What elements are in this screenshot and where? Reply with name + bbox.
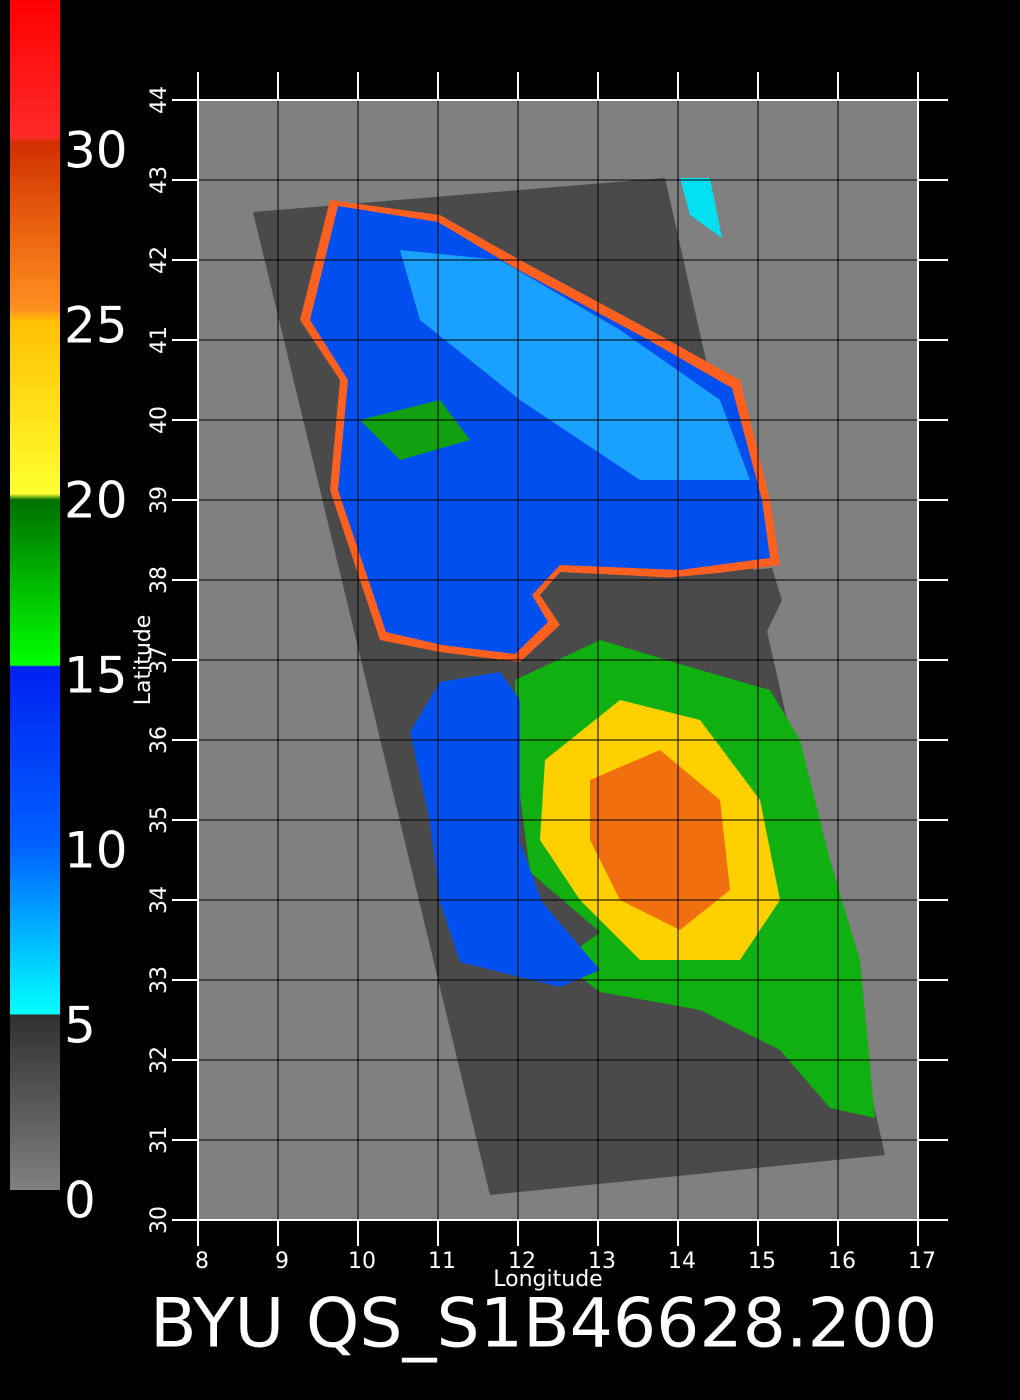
sea-strongest (590, 750, 730, 930)
y-tick-label: 37 (147, 646, 172, 674)
colorbar-label: 20 (64, 472, 128, 530)
y-tick-label: 36 (147, 726, 172, 754)
y-tick-label: 33 (147, 966, 172, 994)
colorbar (10, 0, 60, 1190)
x-tick-label: 9 (275, 1249, 289, 1274)
x-tick-label: 17 (908, 1249, 936, 1274)
y-tick-label: 32 (147, 1046, 172, 1074)
y-tick-label: 41 (147, 326, 172, 354)
x-tick-label: 13 (588, 1249, 616, 1274)
land-sicily (555, 568, 782, 662)
y-tick-label: 30 (147, 1206, 172, 1234)
x-tick-label: 14 (668, 1249, 696, 1274)
x-tick-label: 10 (348, 1249, 376, 1274)
y-axis-label: Latitude (131, 615, 156, 706)
sea-adriatic (680, 178, 722, 238)
x-tick-label: 11 (428, 1249, 456, 1274)
y-tick-label: 35 (147, 806, 172, 834)
y-tick-label: 39 (147, 486, 172, 514)
y-tick-label: 43 (147, 166, 172, 194)
sea-west (410, 672, 600, 987)
y-tick-label: 38 (147, 566, 172, 594)
y-tick-label: 42 (147, 246, 172, 274)
colorbar-label: 25 (64, 297, 128, 355)
x-tick-label: 8 (195, 1249, 209, 1274)
x-tick-label: 12 (508, 1249, 536, 1274)
y-tick-label: 44 (147, 86, 172, 114)
sea-sardinia-lee (360, 400, 470, 460)
y-tick-label: 40 (147, 406, 172, 434)
colorbar-label: 0 (64, 1172, 96, 1230)
footer-title: BYU QS_S1B46628.200 (150, 1285, 937, 1364)
sea-calm (400, 250, 750, 480)
colorbar-label: 10 (64, 822, 128, 880)
colorbar-label: 5 (64, 997, 96, 1055)
x-axis-label: Longitude (493, 1267, 602, 1292)
x-tick-label: 16 (828, 1249, 856, 1274)
map (198, 100, 918, 1220)
y-tick-label: 34 (147, 886, 172, 914)
y-tick-label: 31 (147, 1126, 172, 1154)
colorbar-label: 15 (64, 647, 128, 705)
x-tick-label: 15 (748, 1249, 776, 1274)
colorbar-label: 30 (64, 122, 128, 180)
